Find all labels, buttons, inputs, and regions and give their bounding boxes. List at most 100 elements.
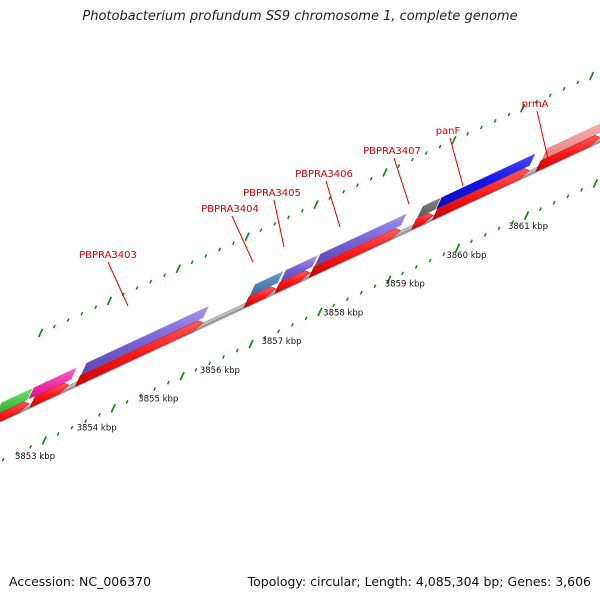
genome-summary-text: Topology: circular; Length: 4,085,304 bp… xyxy=(247,574,591,589)
inner-tick xyxy=(263,335,267,340)
outer-tick xyxy=(369,176,373,181)
page-title: Photobacterium profundum SS9 chromosome … xyxy=(82,9,518,24)
kbp-label: 3859 kbp xyxy=(385,280,425,290)
inner-tick xyxy=(235,348,239,353)
inner-tick xyxy=(41,435,48,445)
outer-tick xyxy=(300,208,304,213)
outer-tick xyxy=(204,253,208,258)
inner-tick xyxy=(29,444,33,449)
cds-arrow xyxy=(243,286,276,309)
cds-arrow xyxy=(308,228,401,278)
label-leader-line xyxy=(107,261,129,307)
outer-tick xyxy=(562,86,566,91)
cds-arrow xyxy=(535,135,600,173)
gene-label: PBPRA3404 xyxy=(201,204,259,215)
inner-tick xyxy=(442,252,446,257)
inner-tick xyxy=(166,380,170,385)
tick-rings xyxy=(1,71,599,462)
gene-label: PBPRA3403 xyxy=(79,250,137,261)
label-leader-line xyxy=(325,180,341,228)
inner-tick xyxy=(386,275,392,285)
cds-arrow xyxy=(431,168,530,221)
label-leader-line xyxy=(273,199,285,248)
inner-tick xyxy=(221,354,225,359)
outer-tick xyxy=(493,119,497,123)
outer-tick xyxy=(507,112,511,117)
accession-text: Accession: NC_006370 xyxy=(9,574,152,589)
gene-label: PBPRA3405 xyxy=(243,188,301,199)
outer-tick xyxy=(52,324,56,329)
gene-label: PBPRA3407 xyxy=(363,146,421,157)
outer-tick xyxy=(588,71,595,81)
gene-label: PBPRA3406 xyxy=(295,169,353,180)
inner-tick xyxy=(566,194,570,199)
outer-tick xyxy=(80,311,84,316)
outer-tick xyxy=(438,144,442,149)
inner-tick xyxy=(194,367,198,372)
inner-tick xyxy=(139,393,143,398)
cds-track xyxy=(0,135,600,422)
inner-tick xyxy=(401,271,405,276)
cds-arrow xyxy=(410,212,434,231)
inner-tick xyxy=(454,243,461,253)
inner-tick xyxy=(248,339,254,349)
inner-tick xyxy=(332,303,336,308)
outer-tick xyxy=(190,260,194,265)
cds-arrow xyxy=(0,401,30,422)
inner-tick xyxy=(70,425,74,430)
outer-tick xyxy=(231,241,235,246)
outer-tick xyxy=(451,135,457,145)
kbp-label: 3860 kbp xyxy=(446,251,486,261)
outer-tick xyxy=(424,151,428,156)
kbp-label: 3853 kbp xyxy=(15,452,55,462)
outer-tick xyxy=(37,328,44,338)
inner-tick xyxy=(373,284,377,289)
outer-tick xyxy=(94,305,98,310)
inner-tick xyxy=(84,419,88,424)
label-leader-line xyxy=(536,110,549,160)
outer-tick xyxy=(244,232,250,242)
outer-tick xyxy=(397,164,401,168)
kbp-label: 3857 kbp xyxy=(261,337,301,347)
inner-tick xyxy=(552,200,556,205)
cds-arrow xyxy=(74,320,204,387)
outer-tick xyxy=(135,286,139,290)
inner-tick xyxy=(345,297,349,302)
inner-tick xyxy=(179,371,185,381)
gene-pbpra3406 xyxy=(313,212,408,268)
inner-tick xyxy=(153,387,157,392)
kbp-label: 3855 kbp xyxy=(138,395,178,405)
outer-tick xyxy=(355,183,359,188)
inner-tick xyxy=(428,258,432,263)
inner-tick xyxy=(497,226,501,231)
kbp-label: 3854 kbp xyxy=(77,423,117,433)
inner-tick xyxy=(511,220,515,225)
inner-tick xyxy=(304,316,308,321)
outer-tick xyxy=(342,189,346,194)
outer-tick xyxy=(218,247,222,252)
kbp-label: 3856 kbp xyxy=(200,366,240,376)
outer-tick xyxy=(259,228,263,233)
outer-tick xyxy=(149,279,153,284)
outer-tick xyxy=(175,264,182,274)
inner-tick xyxy=(110,403,116,413)
outer-tick xyxy=(479,125,483,130)
inner-tick xyxy=(523,211,530,221)
label-leader-line xyxy=(393,157,410,205)
cds-arrow xyxy=(29,382,70,408)
gene-pbpra3403 xyxy=(79,304,211,377)
outer-tick xyxy=(548,93,552,98)
gene-label: panF xyxy=(436,126,461,137)
outer-tick xyxy=(520,103,526,113)
outer-tick xyxy=(466,131,470,136)
label-leader-line xyxy=(449,137,464,187)
outer-tick xyxy=(411,157,415,162)
inner-tick xyxy=(1,457,5,462)
kbp-labels: 3853 kbp 3854 kbp 3855 kbp 3856 kbp 3857 kbp… xyxy=(15,222,548,462)
outer-tick xyxy=(313,200,319,209)
inner-tick xyxy=(15,451,19,456)
outer-tick xyxy=(382,167,388,177)
inner-tick xyxy=(414,265,418,269)
